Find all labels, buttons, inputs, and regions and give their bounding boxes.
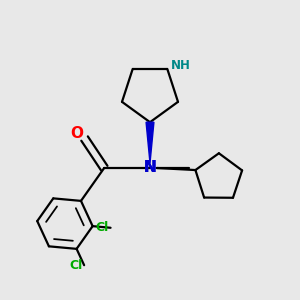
- Text: NH: NH: [171, 59, 190, 72]
- Text: O: O: [70, 126, 83, 141]
- Text: Cl: Cl: [96, 221, 109, 234]
- Text: N: N: [144, 160, 156, 175]
- Text: N: N: [144, 160, 156, 175]
- Polygon shape: [146, 122, 154, 163]
- Text: Cl: Cl: [69, 259, 82, 272]
- Text: N: N: [144, 160, 156, 175]
